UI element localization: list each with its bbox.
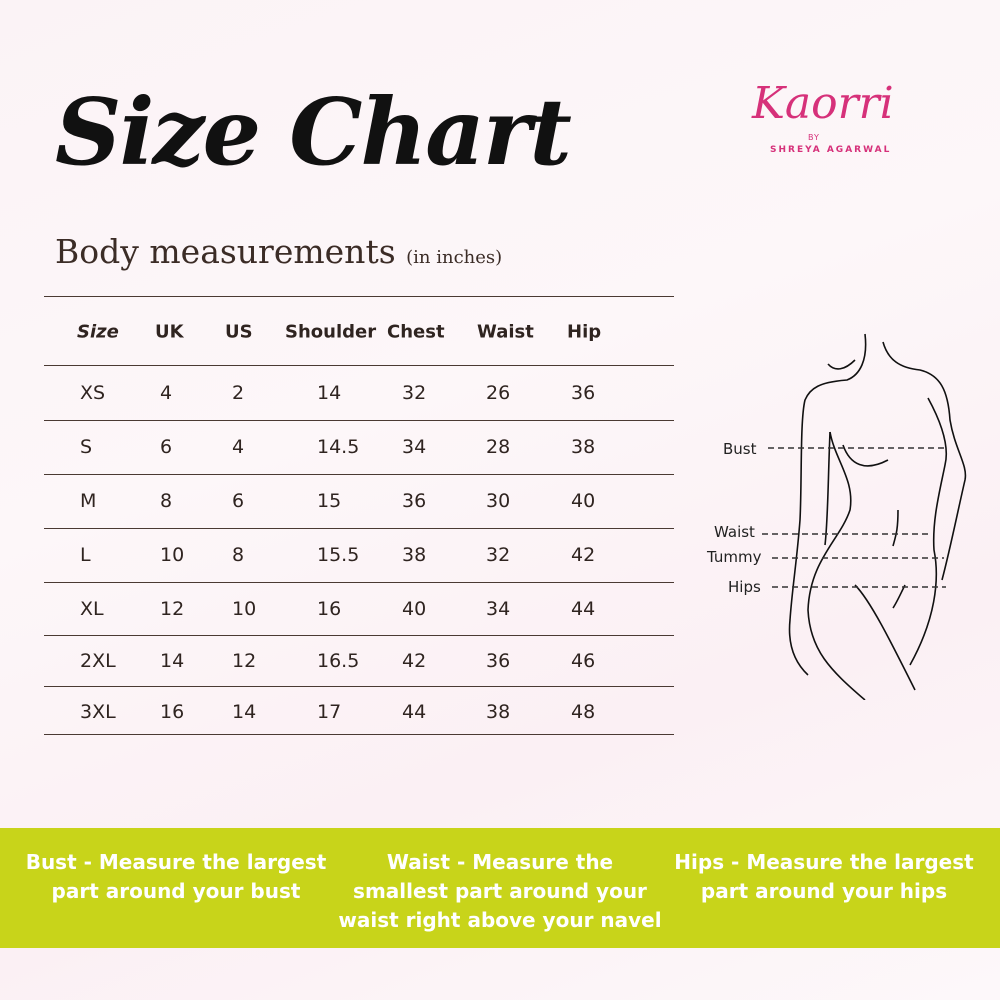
- body-outline-icon: [762, 333, 967, 701]
- table-cell: 26: [486, 382, 511, 404]
- table-cell: XS: [80, 382, 106, 404]
- table-cell: 4: [160, 382, 173, 404]
- table-cell: 15.5: [317, 544, 360, 566]
- column-header: Chest: [387, 321, 445, 343]
- table-cell: 8: [160, 490, 173, 512]
- table-cell: 3XL: [80, 701, 116, 723]
- table-cell: 6: [232, 490, 245, 512]
- table-cell: M: [80, 490, 97, 512]
- table-cell: 34: [402, 436, 427, 458]
- table-divider: [44, 296, 674, 297]
- table-cell: 14: [232, 701, 257, 723]
- table-cell: 16.5: [317, 650, 360, 672]
- table-cell: 4: [232, 436, 245, 458]
- column-header: UK: [155, 321, 184, 343]
- table-divider: [44, 420, 674, 421]
- table-cell: 44: [402, 701, 427, 723]
- note-text: Measure the largest part around your bus…: [51, 850, 327, 903]
- table-cell: 32: [486, 544, 511, 566]
- table-cell: 38: [486, 701, 511, 723]
- table-divider: [44, 734, 674, 735]
- logo-by: BY: [808, 133, 820, 142]
- table-cell: 32: [402, 382, 427, 404]
- note-term: Bust -: [25, 850, 92, 874]
- column-header: US: [225, 321, 253, 343]
- note-term: Waist -: [386, 850, 466, 874]
- subtitle: Body measurements (in inches): [55, 232, 502, 271]
- table-divider: [44, 686, 674, 687]
- subtitle-text: Body measurements: [55, 232, 396, 271]
- logo-name: Kaorri: [752, 78, 894, 129]
- table-cell: 2XL: [80, 650, 116, 672]
- note-text: Measure the largest part around your hip…: [700, 850, 974, 903]
- note-text: Measure the smallest part around your wa…: [338, 850, 662, 932]
- table-cell: S: [80, 436, 93, 458]
- table-cell: 34: [486, 598, 511, 620]
- table-cell: 10: [232, 598, 257, 620]
- table-cell: 15: [317, 490, 342, 512]
- table-cell: 38: [571, 436, 596, 458]
- table-cell: 2: [232, 382, 245, 404]
- table-cell: 40: [571, 490, 596, 512]
- table-cell: 40: [402, 598, 427, 620]
- table-divider: [44, 635, 674, 636]
- table-cell: 8: [232, 544, 245, 566]
- table-cell: 46: [571, 650, 596, 672]
- waist-label: Waist: [714, 523, 755, 541]
- note-bust: Bust - Measure the largest part around y…: [0, 828, 338, 948]
- table-cell: 16: [317, 598, 342, 620]
- table-cell: 36: [486, 650, 511, 672]
- table-cell: 38: [402, 544, 427, 566]
- table-cell: 14: [160, 650, 185, 672]
- table-divider: [44, 365, 674, 366]
- page-title: Size Chart: [55, 78, 572, 186]
- table-cell: 12: [160, 598, 185, 620]
- table-cell: 36: [402, 490, 427, 512]
- table-cell: 17: [317, 701, 342, 723]
- table-divider: [44, 528, 674, 529]
- column-header: Waist: [477, 321, 534, 343]
- unit-label: (in inches): [406, 247, 503, 268]
- table-cell: 42: [571, 544, 596, 566]
- note-waist: Waist - Measure the smallest part around…: [338, 828, 662, 948]
- table-cell: L: [80, 544, 91, 566]
- table-divider: [44, 582, 674, 583]
- body-figure: Bust Waist Tummy Hips: [700, 320, 980, 704]
- table-divider: [44, 474, 674, 475]
- table-cell: 10: [160, 544, 185, 566]
- table-cell: 30: [486, 490, 511, 512]
- bust-label: Bust: [723, 440, 757, 458]
- table-cell: 6: [160, 436, 173, 458]
- note-hips: Hips - Measure the largest part around y…: [662, 828, 1000, 948]
- table-cell: 44: [571, 598, 596, 620]
- table-cell: 16: [160, 701, 185, 723]
- column-header: Size: [77, 321, 119, 343]
- table-cell: 42: [402, 650, 427, 672]
- table-cell: 28: [486, 436, 511, 458]
- logo-brand: SHREYA AGARWAL: [770, 145, 892, 155]
- brand-logo: Kaorri BY SHREYA AGARWAL: [752, 78, 902, 158]
- table-cell: 36: [571, 382, 596, 404]
- measurement-notes: Bust - Measure the largest part around y…: [0, 828, 1000, 948]
- column-header: Hip: [567, 321, 602, 343]
- table-cell: 48: [571, 701, 596, 723]
- table-cell: XL: [80, 598, 104, 620]
- table-cell: 12: [232, 650, 257, 672]
- note-term: Hips -: [674, 850, 740, 874]
- table-cell: 14: [317, 382, 342, 404]
- tummy-label: Tummy: [707, 548, 762, 566]
- column-header: Shoulder: [285, 321, 377, 343]
- hips-label: Hips: [728, 578, 761, 596]
- table-cell: 14.5: [317, 436, 360, 458]
